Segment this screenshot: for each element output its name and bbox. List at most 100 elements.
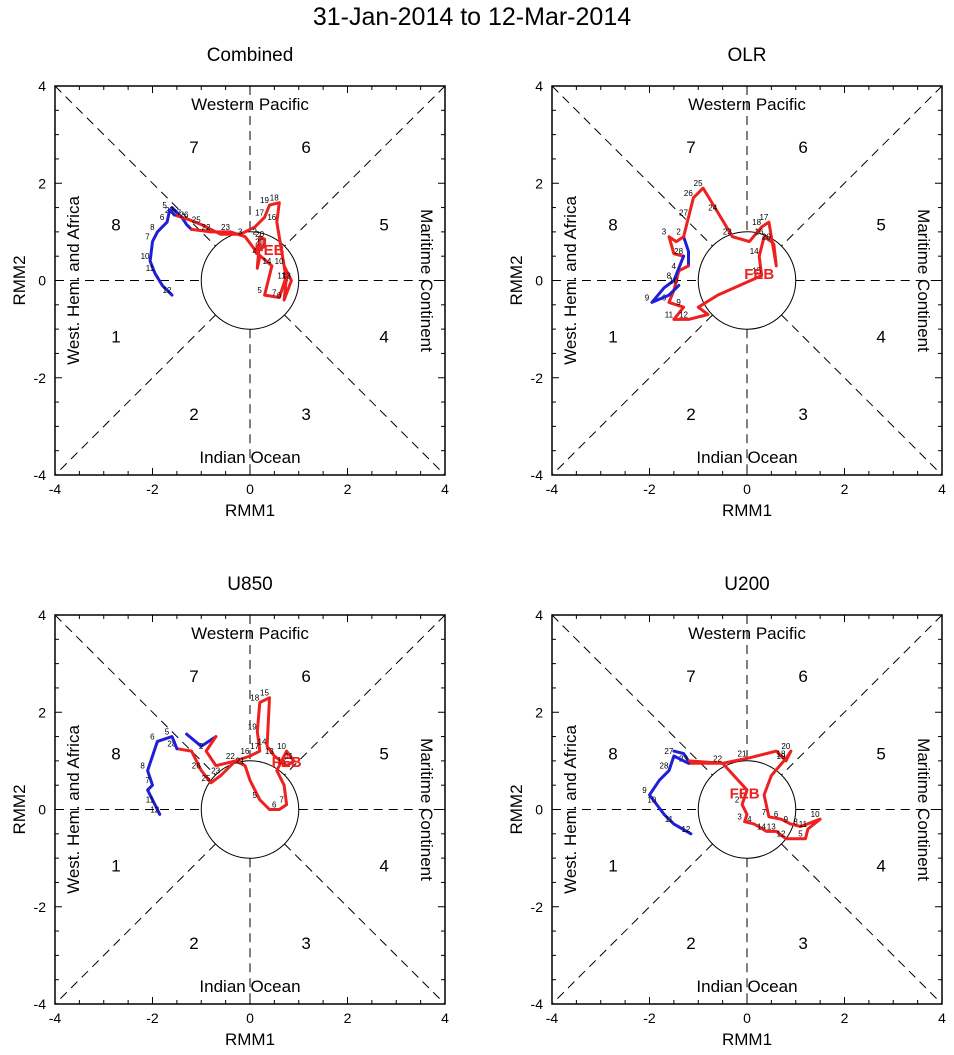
day-label: 22 bbox=[713, 754, 722, 763]
x-tick-label: 2 bbox=[344, 481, 352, 497]
day-label: 9 bbox=[784, 815, 789, 824]
phase-label-5: 5 bbox=[876, 216, 885, 235]
phase-label-3: 3 bbox=[301, 934, 310, 953]
day-label: 21 bbox=[236, 757, 245, 766]
day-label: 12 bbox=[777, 830, 786, 839]
day-label: 3 bbox=[238, 228, 243, 237]
region-label-right: Maritime Continent bbox=[914, 738, 933, 881]
x-tick-label: -2 bbox=[146, 1010, 159, 1026]
day-label: 24 bbox=[708, 203, 717, 212]
panel-title: OLR bbox=[727, 45, 766, 66]
phase-label-7: 7 bbox=[686, 138, 695, 157]
day-label: 2 bbox=[676, 228, 681, 237]
day-label: 7 bbox=[272, 289, 277, 298]
day-label: 2 bbox=[199, 742, 204, 751]
day-label: 10 bbox=[669, 276, 678, 285]
phase-label-3: 3 bbox=[301, 405, 310, 424]
unit-circle bbox=[200, 760, 300, 859]
x-axis-label: RMM1 bbox=[722, 1030, 772, 1049]
phase-label-3: 3 bbox=[798, 405, 807, 424]
day-label: 26 bbox=[180, 211, 189, 220]
day-label: 11 bbox=[665, 310, 674, 319]
x-axis-label: RMM1 bbox=[225, 1030, 275, 1049]
dashed-diagonal-ne bbox=[781, 85, 943, 247]
day-label: 10 bbox=[647, 796, 656, 805]
x-axis-label: RMM1 bbox=[722, 501, 772, 520]
region-label-left: West. Hem. and Africa bbox=[561, 725, 580, 894]
day-label: 14 bbox=[750, 247, 759, 256]
day-label: 16 bbox=[241, 747, 250, 756]
region-label-top: Western Pacific bbox=[191, 624, 309, 643]
day-label: 19 bbox=[248, 723, 257, 732]
day-label: 9 bbox=[676, 298, 681, 307]
x-tick-label: -4 bbox=[49, 1010, 62, 1026]
day-label: 6 bbox=[774, 810, 779, 819]
x-tick-label: -4 bbox=[546, 481, 559, 497]
dashed-diagonal-sw bbox=[551, 843, 713, 1005]
day-label: 18 bbox=[777, 749, 786, 758]
day-label: 3 bbox=[737, 813, 742, 822]
day-label: 11 bbox=[665, 815, 674, 824]
day-label: 11 bbox=[146, 796, 155, 805]
y-tick-label: 4 bbox=[38, 607, 46, 623]
dashed-diagonal-sw bbox=[54, 843, 216, 1005]
day-label: 15 bbox=[752, 267, 761, 276]
region-label-right: Maritime Continent bbox=[417, 209, 436, 352]
day-label: 26 bbox=[684, 189, 693, 198]
y-tick-label: 4 bbox=[535, 78, 543, 94]
region-label-bottom: Indian Ocean bbox=[696, 977, 797, 996]
day-label: 13 bbox=[265, 747, 274, 756]
region-label-bottom: Indian Ocean bbox=[696, 448, 797, 467]
day-label: 27 bbox=[172, 208, 181, 217]
day-label: 11 bbox=[285, 752, 294, 761]
y-tick-label: 2 bbox=[535, 704, 543, 720]
day-label: 23 bbox=[723, 228, 732, 237]
x-tick-label: 0 bbox=[246, 481, 254, 497]
day-label: 9 bbox=[642, 786, 647, 795]
dashed-diagonal-sw bbox=[551, 314, 713, 476]
day-label: 10 bbox=[811, 810, 820, 819]
day-label: 3 bbox=[662, 228, 667, 237]
day-label: 13 bbox=[282, 272, 291, 281]
day-label: 28 bbox=[660, 762, 669, 771]
day-label: 14 bbox=[757, 822, 766, 831]
phase-label-6: 6 bbox=[301, 138, 310, 157]
phase-label-7: 7 bbox=[189, 138, 198, 157]
day-label: 12 bbox=[163, 286, 172, 295]
day-label: 12 bbox=[277, 757, 286, 766]
dashed-diagonal-se bbox=[284, 314, 446, 476]
trajectory-mar bbox=[648, 754, 693, 836]
trajectory-jan bbox=[170, 206, 193, 231]
day-label: 5 bbox=[165, 728, 170, 737]
day-label: 14 bbox=[262, 257, 271, 266]
x-tick-label: -2 bbox=[146, 481, 159, 497]
day-label: 17 bbox=[250, 742, 259, 751]
x-tick-label: 4 bbox=[938, 1010, 946, 1026]
phase-label-8: 8 bbox=[111, 745, 120, 764]
region-label-left: West. Hem. and Africa bbox=[64, 725, 83, 894]
y-axis-label: RMM2 bbox=[10, 255, 29, 305]
day-label: 21 bbox=[738, 749, 747, 758]
phase-label-5: 5 bbox=[876, 745, 885, 764]
day-label: 20 bbox=[762, 233, 771, 242]
day-label: 27 bbox=[664, 747, 673, 756]
day-label: 12 bbox=[681, 825, 690, 834]
phase-label-2: 2 bbox=[686, 934, 695, 953]
day-label: 7 bbox=[762, 808, 767, 817]
panel-title: U850 bbox=[227, 574, 272, 595]
x-tick-label: 2 bbox=[841, 1010, 849, 1026]
day-label: 8 bbox=[793, 818, 798, 827]
x-axis-label: RMM1 bbox=[225, 501, 275, 520]
day-label: 26 bbox=[192, 762, 201, 771]
month-label-feb: FEB bbox=[730, 785, 760, 802]
day-label: 16 bbox=[267, 213, 276, 222]
phase-label-2: 2 bbox=[189, 934, 198, 953]
x-tick-label: 0 bbox=[743, 481, 751, 497]
phase-label-8: 8 bbox=[608, 216, 617, 235]
day-label: 15 bbox=[260, 689, 269, 698]
region-label-left: West. Hem. and Africa bbox=[561, 196, 580, 365]
dashed-diagonal-sw bbox=[54, 314, 216, 476]
phase-label-1: 1 bbox=[608, 327, 617, 346]
y-axis-label: RMM2 bbox=[507, 255, 526, 305]
x-tick-label: -2 bbox=[643, 481, 656, 497]
